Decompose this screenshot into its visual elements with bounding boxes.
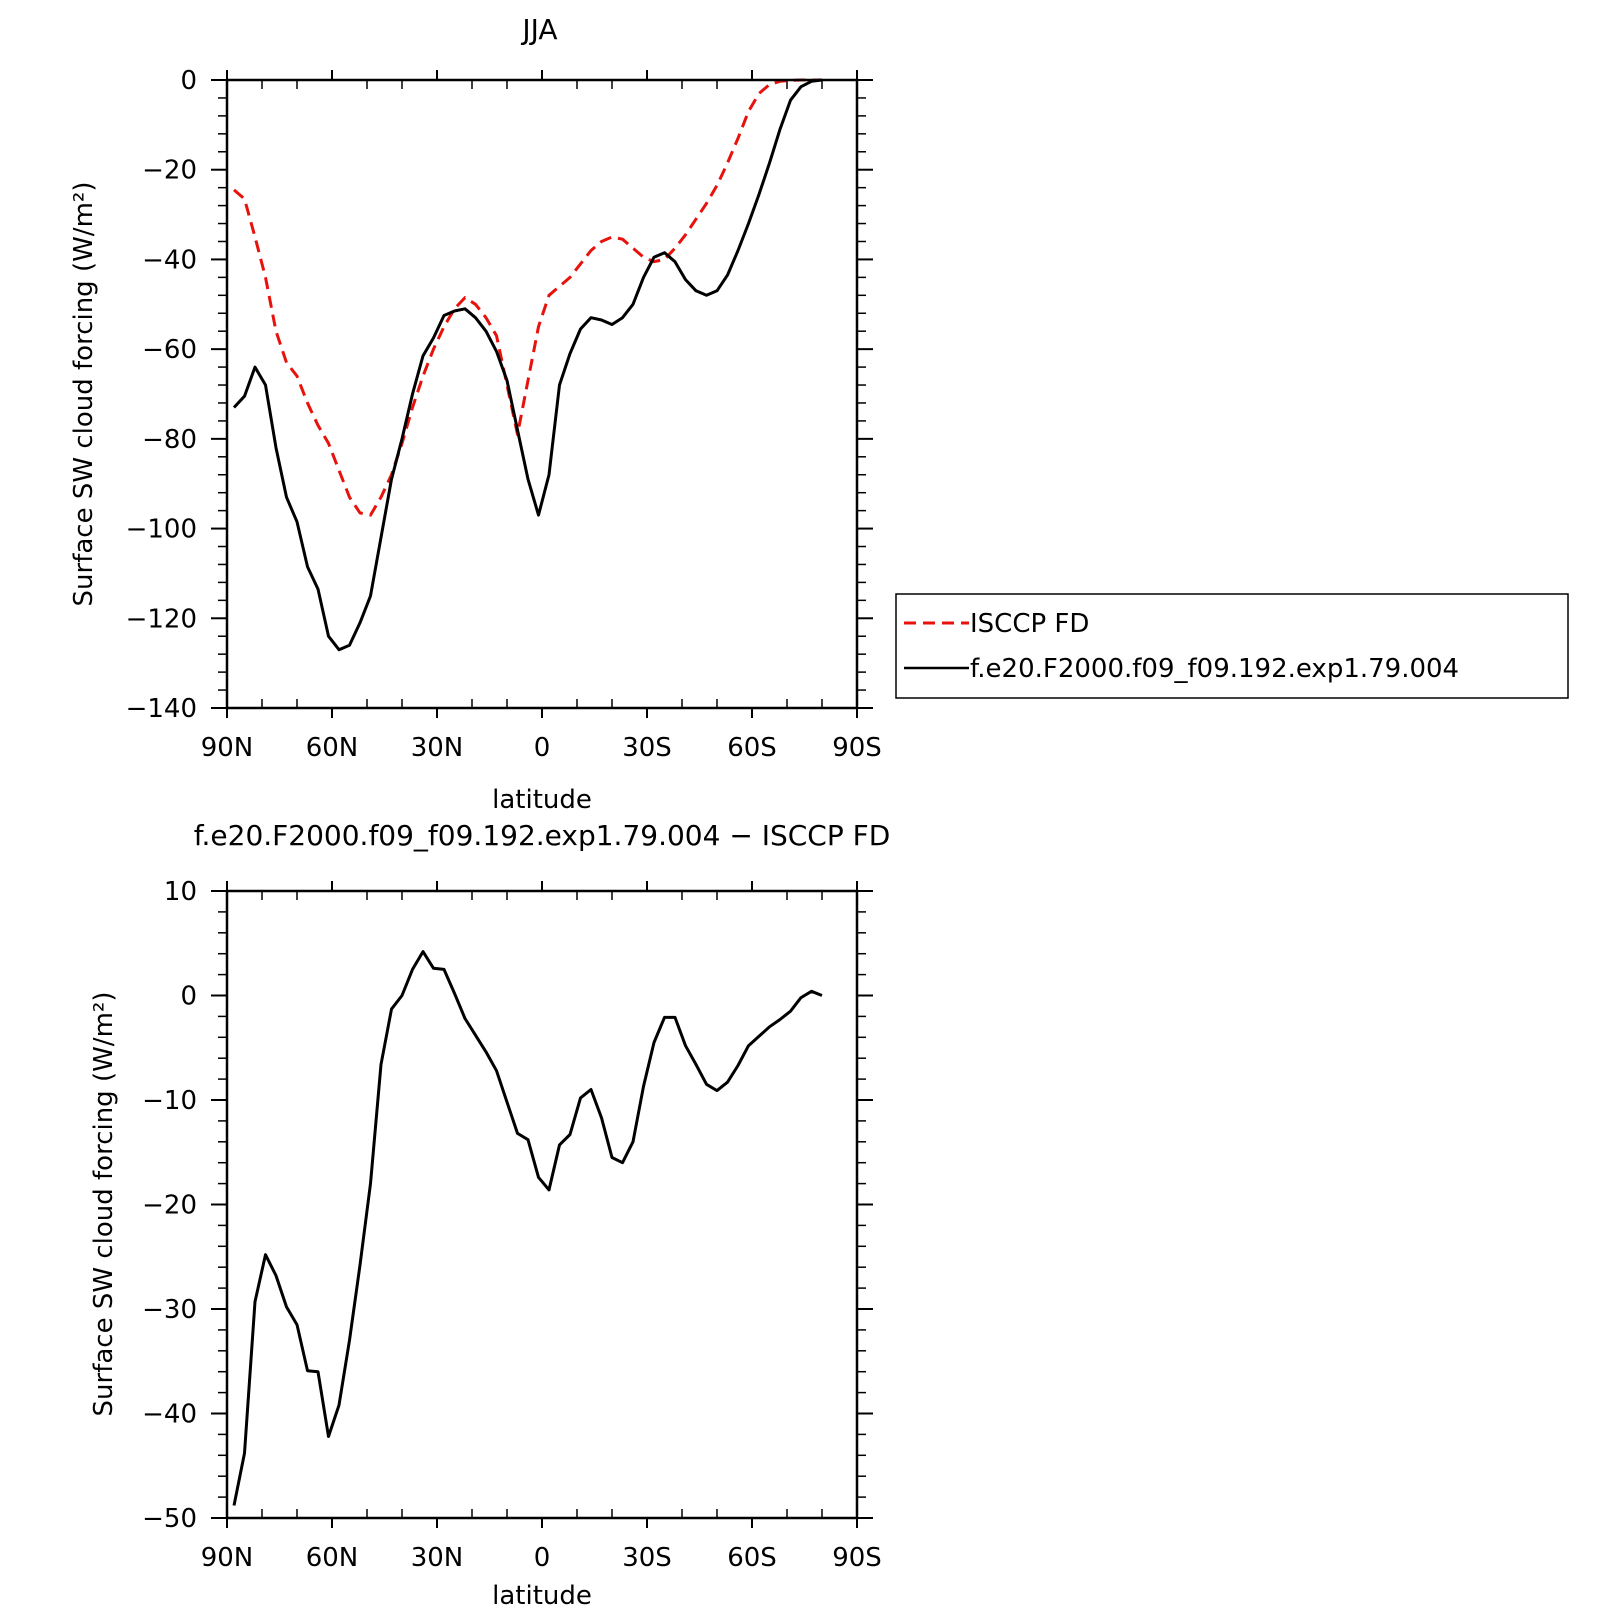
bottom-y-tick-label: 10 [164,877,197,907]
top-x-axis-label: latitude [492,785,592,815]
top-y-tick-label: −40 [142,245,197,275]
bottom-y-tick-label: −10 [142,1086,197,1116]
top-y-tick-label: −100 [126,515,197,545]
bottom-x-axis-label: latitude [492,1581,592,1608]
top-y-tick-label: −80 [142,425,197,455]
bottom-x-tick-label: 0 [534,1543,551,1573]
top-x-tick-label: 90S [832,733,882,763]
bottom-x-tick-label: 90S [832,1543,882,1573]
bottom-plot-frame [225,889,859,1520]
bottom-series [232,950,823,1506]
bottom-x-tick-label: 30N [411,1543,464,1573]
top-ticks [211,70,873,718]
top-x-tick-label: 60S [727,733,777,763]
bottom-chart-title: f.e20.F2000.f09_f09.192.exp1.79.004 − IS… [194,819,891,852]
top-series-line-isccp [233,78,822,517]
legend: ISCCP FD f.e20.F2000.f09_f09.192.exp1.79… [895,593,1569,699]
legend-label-isccp: ISCCP FD [970,609,1089,639]
bottom-y-tick-label: −40 [142,1400,197,1430]
top-y-tick-label: −20 [142,156,197,186]
top-x-tick-label: 90N [201,733,254,763]
top-x-tick-label: 0 [534,733,551,763]
top-x-tick-labels: 90N 60N 30N 0 30S 60S 90S [201,733,882,763]
bottom-y-axis-label: Surface SW cloud forcing (W/m²) [89,992,119,1417]
bottom-y-tick-label: −30 [142,1295,197,1325]
bottom-x-tick-label: 60N [306,1543,359,1573]
top-series-line-model [232,78,823,652]
bottom-panel: f.e20.F2000.f09_f09.192.exp1.79.004 − IS… [89,819,890,1608]
bottom-x-tick-label: 90N [201,1543,254,1573]
bottom-ticks [211,881,873,1528]
bottom-y-tick-labels: 10 0 −10 −20 −30 −40 −50 [142,877,197,1534]
bottom-y-tick-label: −20 [142,1191,197,1221]
bottom-x-tick-label: 60S [727,1543,777,1573]
top-y-tick-label: −140 [126,694,197,724]
legend-label-model: f.e20.F2000.f09_f09.192.exp1.79.004 [970,654,1459,684]
top-panel: JJA 0 −20 −40 −60 −80 −100 −120 −140 90N 60N 30N 0… [69,13,1569,815]
top-y-axis-label: Surface SW cloud forcing (W/m²) [69,182,99,607]
top-x-tick-label: 60N [306,733,359,763]
bottom-x-tick-label: 30S [622,1543,672,1573]
top-y-tick-label: −60 [142,335,197,365]
top-y-tick-label: −120 [126,604,197,634]
top-plot-frame [225,78,859,710]
legend-box [895,593,1569,699]
top-series [232,78,823,652]
top-y-tick-label: 0 [180,66,197,96]
bottom-y-tick-label: −50 [142,1504,197,1534]
top-y-tick-labels: 0 −20 −40 −60 −80 −100 −120 −140 [126,66,197,724]
top-x-tick-label: 30S [622,733,672,763]
bottom-series-line-model [232,950,823,1506]
bottom-y-tick-label: 0 [180,982,197,1012]
top-x-tick-label: 30N [411,733,464,763]
top-chart-title: JJA [520,13,557,46]
bottom-x-tick-labels: 90N 60N 30N 0 30S 60S 90S [201,1543,882,1573]
